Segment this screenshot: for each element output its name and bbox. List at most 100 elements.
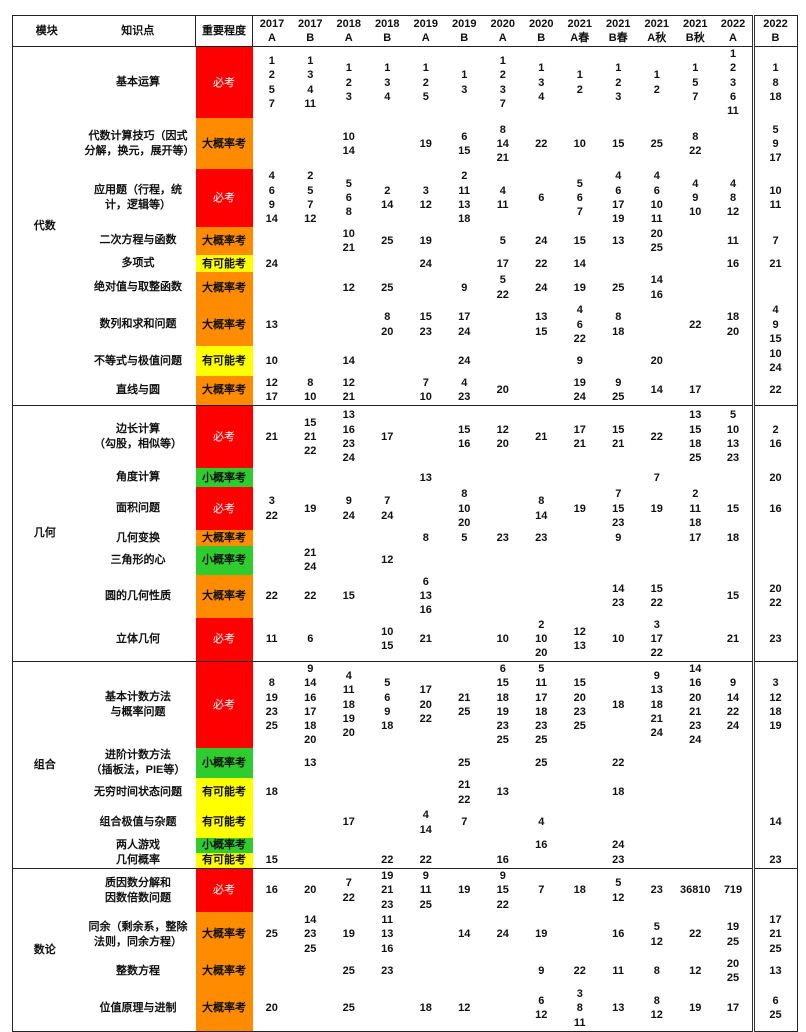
- header-year: 2019: [452, 18, 477, 30]
- question-numbers-cell: 18: [599, 660, 638, 749]
- question-numbers-cell: [368, 255, 407, 272]
- topic-label: 二次方程与函数: [99, 234, 177, 247]
- question-numbers-cell: 3 12 18 19: [751, 660, 797, 749]
- question-numbers-cell: [484, 748, 523, 778]
- question-numbers-cell: [638, 530, 677, 546]
- question-numbers-cell: 8 10 20: [458, 488, 471, 529]
- header-year-col: 2019 B: [445, 15, 484, 47]
- question-numbers-cell: [676, 853, 715, 869]
- question-numbers-cell: 12 20: [483, 404, 522, 469]
- question-numbers-cell: 10 14: [342, 130, 355, 157]
- question-numbers-cell: [445, 227, 484, 256]
- topic-label: 质因数分解和 因数倍数问题: [80, 868, 196, 913]
- question-numbers-cell: 8 19 23 25: [252, 660, 291, 749]
- question-numbers-cell: [445, 468, 484, 487]
- header-year-col: 2021 B秋: [676, 15, 715, 47]
- importance-badge: 有可能考: [195, 346, 253, 377]
- question-numbers-cell: 15 21: [599, 404, 638, 469]
- question-numbers-cell: [638, 853, 677, 869]
- question-numbers-cell: 10 24: [751, 346, 797, 377]
- table-row: 多项式 有可能考 24 24 17 22 14 16 21: [13, 255, 797, 273]
- question-numbers-cell: 17 24: [458, 311, 471, 338]
- question-numbers-cell: 17: [496, 257, 509, 270]
- question-numbers-cell: 14 23: [612, 582, 625, 610]
- header-year: 2018: [336, 18, 361, 30]
- importance-badge: 大概率考: [195, 272, 253, 304]
- question-numbers-cell: [291, 468, 330, 487]
- question-numbers-cell: [715, 748, 754, 778]
- header-year-col: 2021 A春: [560, 15, 599, 47]
- question-numbers-cell: 10: [612, 633, 625, 646]
- table-row: 圆的几何性质 大概率考 22 22 15 6 13 16 14 23 15 22 15 20 22: [13, 574, 797, 618]
- question-numbers-cell: 19: [304, 502, 317, 515]
- header-importance: 重要程度: [195, 15, 253, 47]
- question-numbers-cell: [715, 778, 754, 807]
- question-numbers-cell: 25: [265, 928, 278, 941]
- question-numbers-cell: 4 14: [419, 809, 432, 836]
- question-numbers-cell: [330, 748, 369, 778]
- topic-label: 代数计算技巧（因式分解，换元，展开等）: [84, 129, 195, 157]
- header-year-col: 2021 B春: [599, 15, 638, 47]
- header-paper: B秋: [685, 32, 705, 44]
- question-numbers-cell: 1 2 3: [599, 46, 638, 119]
- topic-label: 几何概率: [116, 854, 160, 867]
- question-numbers-cell: 9 25: [612, 377, 625, 404]
- importance-badge: 必考: [195, 487, 253, 531]
- question-numbers-cell: 16: [726, 257, 740, 270]
- question-numbers-cell: [715, 838, 754, 853]
- question-numbers-cell: 1 3 4: [368, 46, 407, 119]
- question-numbers-cell: [291, 303, 330, 346]
- header-year-col: 2017 A: [252, 15, 291, 47]
- question-numbers-cell: 4 6 22: [573, 304, 586, 345]
- question-numbers-cell: [291, 530, 330, 546]
- question-numbers-cell: 5 10 13 23: [714, 404, 753, 469]
- question-numbers-cell: [561, 853, 600, 869]
- question-numbers-cell: 9 11 25: [406, 868, 445, 913]
- question-numbers-cell: [291, 227, 330, 256]
- question-numbers-cell: [407, 487, 446, 530]
- question-numbers-cell: 14: [751, 807, 797, 839]
- question-numbers-cell: [407, 748, 446, 778]
- question-numbers-cell: 18: [612, 786, 625, 799]
- question-numbers-cell: 21: [751, 255, 797, 273]
- header-year-col: 2020 B: [522, 15, 561, 47]
- header-year: 2020: [529, 18, 554, 30]
- question-numbers-cell: [330, 530, 369, 546]
- question-numbers-cell: [715, 272, 754, 303]
- question-numbers-cell: 4 9 15: [751, 303, 797, 347]
- question-numbers-cell: 6 13 16: [419, 575, 432, 617]
- question-numbers-cell: 3 8 11: [573, 987, 586, 1029]
- question-numbers-cell: 13 15 18 25: [676, 404, 715, 469]
- importance-badge: 小概率考: [195, 748, 253, 779]
- question-numbers-cell: 8 14 21: [496, 123, 509, 165]
- question-numbers-cell: [253, 227, 292, 256]
- question-numbers-cell: [253, 838, 292, 853]
- question-numbers-cell: 12 13: [573, 625, 586, 653]
- question-numbers-cell: [368, 748, 407, 778]
- question-numbers-cell: 24: [419, 257, 432, 270]
- question-numbers-cell: 5 22: [496, 274, 509, 301]
- question-numbers-cell: 17 21: [560, 404, 599, 469]
- header-year: 2020: [490, 18, 515, 30]
- topic-label: 同余（剩余系，整除法则，同余方程）: [88, 920, 188, 948]
- table-row: 角度计算 小概率考 13 7 20: [13, 468, 797, 488]
- question-numbers-cell: 22: [689, 928, 702, 941]
- question-numbers-cell: 15 16: [445, 404, 484, 469]
- question-numbers-cell: [561, 530, 600, 546]
- question-numbers-cell: 19: [342, 928, 355, 941]
- question-numbers-cell: 8: [422, 531, 429, 544]
- question-numbers-cell: [407, 272, 446, 303]
- importance-badge: 大概率考: [195, 574, 253, 618]
- question-numbers-cell: 5 12: [599, 868, 638, 913]
- question-numbers-cell: [561, 575, 600, 618]
- table-row: 立体几何 必考 11 6 10 15 21 10 2 10 20 12 13 10 3 17 22 2…: [13, 617, 797, 662]
- table-row: 组合 基本计数方法 与概率问题 必考 8 19 23 25 9 14 16 17 18 …: [12, 660, 797, 869]
- question-numbers-cell: 4 8 12: [726, 177, 740, 219]
- question-numbers-cell: [330, 778, 369, 807]
- question-numbers-cell: 22: [689, 318, 702, 331]
- question-numbers-cell: 22: [265, 590, 278, 603]
- table-row: 几何 边长计算 （勾股，相似等） 必考 21 15 21 22 13 16 23 24 17…: [12, 404, 797, 662]
- question-numbers-cell: 12: [689, 965, 702, 978]
- importance-badge: 必考: [195, 46, 253, 119]
- question-numbers-cell: 1 2: [637, 46, 676, 119]
